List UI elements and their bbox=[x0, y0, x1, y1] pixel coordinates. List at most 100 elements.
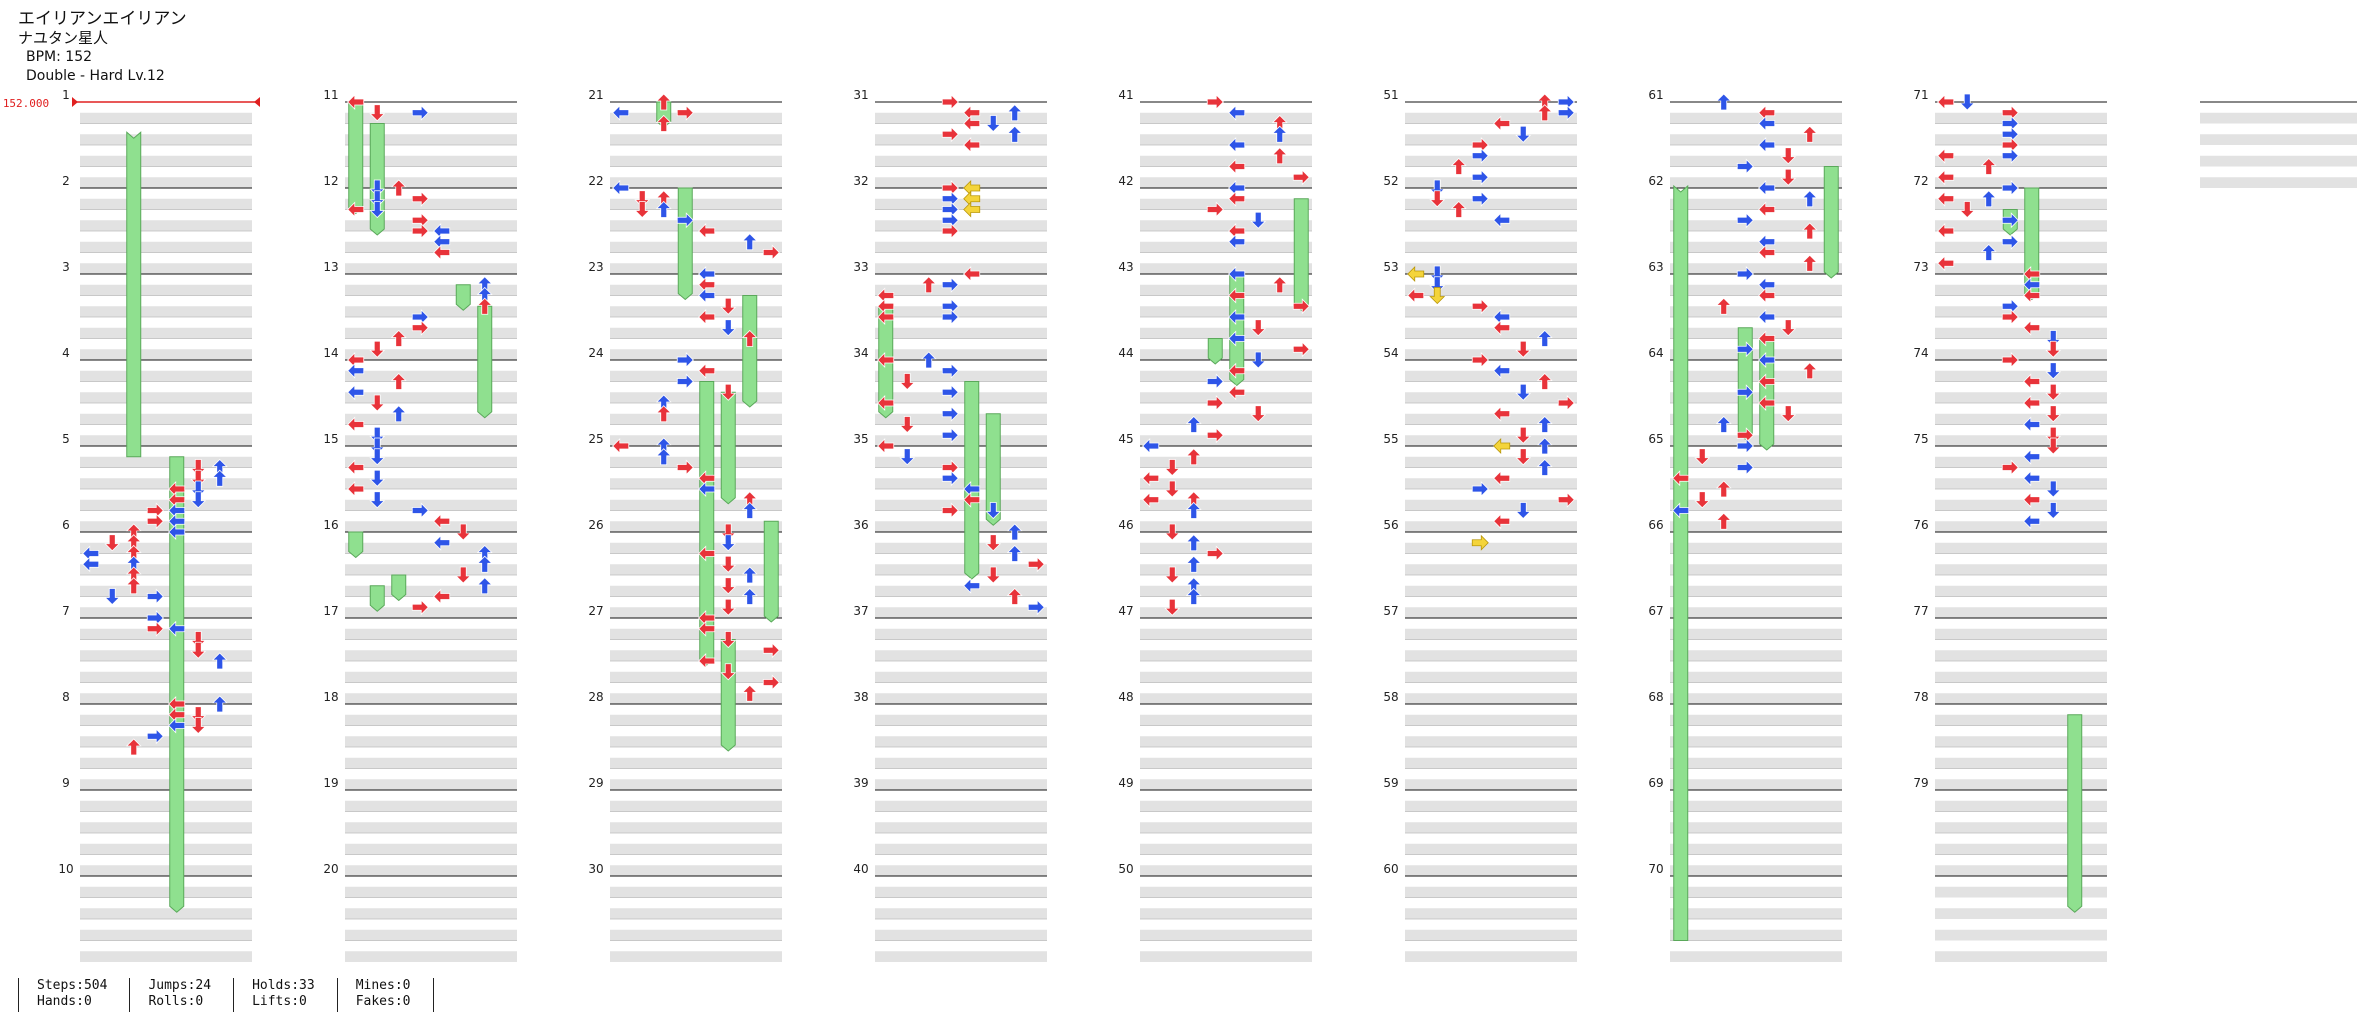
right-arrow-note bbox=[676, 104, 694, 121]
measure-number: 11 bbox=[323, 88, 338, 102]
beat-stripe bbox=[1405, 349, 1577, 360]
beat-stripe bbox=[1670, 435, 1842, 446]
down-arrow-note bbox=[2045, 426, 2062, 444]
beat-stripe bbox=[1670, 951, 1842, 962]
down-arrow-note bbox=[720, 297, 737, 315]
left-arrow-note bbox=[1228, 137, 1246, 153]
beat-stripe bbox=[1935, 112, 2107, 124]
left-arrow-note bbox=[963, 491, 981, 508]
stats-mines-fakes: Mines:0 Fakes:0 bbox=[336, 978, 434, 1012]
beat-stripe bbox=[1935, 585, 2107, 597]
stat-rolls: Rolls:0 bbox=[148, 994, 204, 1009]
beat-stripe bbox=[875, 177, 1047, 188]
beat-stripe bbox=[1405, 198, 1577, 210]
down-arrow-note bbox=[1250, 351, 1267, 369]
beat-stripe bbox=[80, 241, 252, 253]
beat-stripe bbox=[1935, 435, 2107, 446]
beat-stripe bbox=[1140, 521, 1312, 532]
right-arrow-note bbox=[941, 362, 959, 379]
beat-stripe bbox=[80, 112, 252, 124]
left-arrow-note bbox=[168, 524, 186, 540]
down-arrow-note bbox=[369, 104, 386, 122]
beat-stripe bbox=[875, 714, 1047, 726]
beat-stripe bbox=[1935, 564, 2107, 575]
measure-number: 2 bbox=[62, 174, 70, 188]
right-arrow-note bbox=[941, 276, 959, 293]
beat-stripe bbox=[1670, 134, 1842, 145]
beat-stripe bbox=[345, 177, 517, 188]
down-arrow-note bbox=[634, 201, 651, 219]
beat-stripe bbox=[1140, 585, 1312, 597]
beat-stripe bbox=[345, 693, 517, 704]
beat-stripe bbox=[1935, 413, 2107, 425]
measure-number: 61 bbox=[1648, 88, 1663, 102]
beat-stripe bbox=[1670, 284, 1842, 296]
up-arrow-note bbox=[741, 684, 758, 702]
right-arrow-note bbox=[676, 459, 694, 476]
right-arrow-note bbox=[2001, 352, 2019, 368]
up-arrow-note bbox=[1450, 200, 1467, 218]
left-arrow-note bbox=[1228, 309, 1246, 325]
hold-note bbox=[720, 639, 736, 752]
right-arrow-note bbox=[676, 352, 694, 368]
left-arrow-note bbox=[1228, 384, 1246, 401]
beat-stripe bbox=[80, 521, 252, 532]
beat-stripe bbox=[1670, 757, 1842, 769]
down-arrow-note bbox=[455, 523, 472, 541]
measure-number: 36 bbox=[853, 518, 868, 532]
left-arrow-note bbox=[2023, 491, 2041, 508]
beat-stripe bbox=[1140, 263, 1312, 274]
beat-stripe bbox=[1405, 155, 1577, 167]
down-arrow-note bbox=[1429, 190, 1446, 208]
beat-stripe bbox=[1670, 241, 1842, 253]
up-arrow-note bbox=[741, 501, 758, 519]
right-arrow-note bbox=[941, 427, 959, 444]
up-arrow-note bbox=[1801, 125, 1818, 143]
beat-stripe bbox=[1935, 714, 2107, 726]
beat-stripe bbox=[345, 327, 517, 339]
left-arrow-note bbox=[1672, 470, 1690, 487]
left-arrow-note bbox=[963, 115, 981, 132]
up-arrow-note bbox=[1801, 362, 1818, 380]
left-arrow-note bbox=[877, 395, 895, 411]
down-arrow-note bbox=[455, 566, 472, 584]
right-arrow-note bbox=[1027, 599, 1045, 616]
beat-stripe bbox=[1140, 499, 1312, 511]
beat-stripe bbox=[875, 757, 1047, 769]
beat-stripe bbox=[2200, 134, 2357, 145]
left-arrow-note bbox=[963, 201, 981, 218]
left-arrow-note bbox=[1142, 470, 1160, 487]
left-arrow-note bbox=[347, 416, 365, 433]
beat-stripe bbox=[1935, 327, 2107, 339]
left-arrow-note bbox=[433, 513, 451, 530]
up-arrow-note bbox=[655, 93, 672, 111]
left-arrow-note bbox=[168, 717, 186, 734]
down-arrow-note bbox=[369, 190, 386, 208]
down-arrow-note bbox=[2045, 330, 2062, 348]
right-arrow-note bbox=[2001, 180, 2019, 196]
hold-note bbox=[1759, 338, 1775, 451]
down-arrow-note bbox=[190, 480, 207, 498]
beat-stripe bbox=[610, 263, 782, 274]
beat-stripe bbox=[80, 628, 252, 640]
beat-stripe bbox=[80, 779, 252, 790]
beat-stripe bbox=[1670, 198, 1842, 210]
down-arrow-note bbox=[190, 641, 207, 659]
down-arrow-note bbox=[190, 491, 207, 509]
right-arrow-note bbox=[1027, 556, 1045, 573]
beat-stripe bbox=[80, 736, 252, 747]
left-arrow-note bbox=[698, 653, 716, 669]
right-arrow-note bbox=[411, 319, 429, 336]
beat-stripe bbox=[80, 327, 252, 339]
measure-number: 34 bbox=[853, 346, 868, 360]
right-arrow-note bbox=[762, 244, 780, 261]
left-arrow-note bbox=[963, 137, 981, 153]
measure-number: 76 bbox=[1913, 518, 1928, 532]
measure-number: 79 bbox=[1913, 776, 1928, 790]
measure-number: 66 bbox=[1648, 518, 1663, 532]
beat-stripe bbox=[1140, 607, 1312, 618]
beat-stripe bbox=[610, 822, 782, 833]
beat-stripe bbox=[610, 220, 782, 231]
right-arrow-note bbox=[1292, 298, 1310, 315]
